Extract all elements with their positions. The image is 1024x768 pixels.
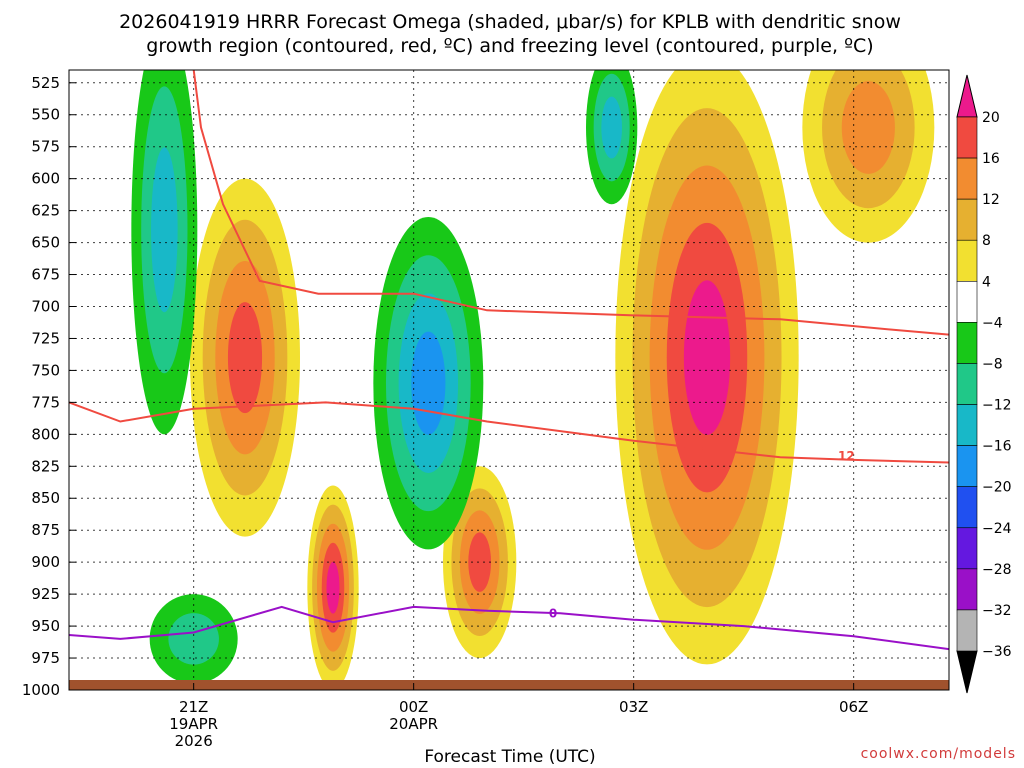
colorbar-label: 12 [982, 192, 1000, 208]
colorbar-label: 20 [982, 110, 1000, 126]
freezing-level-label: 0 [549, 606, 557, 620]
y-tick-label: 700 [31, 297, 60, 315]
y-tick-label: 575 [31, 138, 60, 156]
y-tick-label: 1000 [22, 681, 60, 699]
ground-surface [69, 680, 949, 690]
y-tick-label: 675 [31, 266, 60, 284]
y-tick-label: 725 [31, 329, 60, 347]
colorbar-band [956, 486, 978, 529]
y-tick-label: 525 [31, 74, 60, 92]
freezing-level-contour [69, 605, 949, 651]
omega-contour-1-4 [326, 561, 340, 614]
y-tick-label: 850 [31, 489, 60, 507]
omega-contour-10-0 [1019, 281, 1024, 690]
y-tick-label: 900 [31, 553, 60, 571]
colorbar-label: 16 [982, 151, 1000, 167]
colorbar-band [956, 281, 978, 323]
x-tick-label: 21Z [179, 698, 208, 716]
y-tick-label: 600 [31, 170, 60, 188]
omega-contour-12-1 [168, 613, 219, 665]
colorbar-band [956, 363, 978, 405]
y-tick-label: 750 [31, 361, 60, 379]
y-tick-label: 650 [31, 234, 60, 252]
y-tick-label: 975 [31, 649, 60, 667]
colorbar-band [956, 445, 978, 487]
omega-contour-2-3 [468, 532, 492, 592]
omega-contour-9-2 [601, 96, 623, 159]
colorbar-label: −28 [982, 562, 1012, 578]
colorbar-band [956, 322, 978, 364]
x-tick-label: 00Z [399, 698, 428, 716]
dgz-contour-label: 12 [838, 449, 855, 463]
colorbar-top-arrow [956, 74, 978, 118]
colorbar-label: −12 [982, 398, 1012, 414]
chart-title-line-2: growth region (contoured, red, ºC) and f… [146, 35, 873, 57]
y-tick-label: 925 [31, 585, 60, 603]
omega-contour-0-3 [227, 302, 263, 414]
x-tick-label: 20APR [389, 715, 438, 733]
colorbar-band [956, 198, 978, 241]
colorbar-band [956, 609, 978, 652]
x-tick-label: 06Z [839, 698, 868, 716]
y-tick-label: 625 [31, 202, 60, 220]
y-tick-label: 825 [31, 457, 60, 475]
y-tick-label: 875 [31, 521, 60, 539]
y-tick-label: 950 [31, 617, 60, 635]
y-tick-label: 800 [31, 425, 60, 443]
colorbar-band [956, 157, 978, 200]
y-tick-label: 775 [31, 393, 60, 411]
colorbar-band [956, 116, 978, 159]
chart-title-line-1: 2026041919 HRRR Forecast Omega (shaded, … [119, 11, 901, 33]
dgz-contour-1 [69, 401, 949, 464]
colorbar-label: −16 [982, 439, 1012, 455]
colorbar-label: 4 [982, 274, 991, 290]
watermark: coolwx.com/models [861, 746, 1016, 762]
plot-area: 12 0 [69, 70, 1024, 690]
omega-contour-8-3 [411, 331, 446, 435]
colorbar-label: −20 [982, 480, 1012, 496]
dgz-contour-0 [192, 70, 949, 336]
omega-contour-4-2 [841, 81, 895, 174]
colorbar: 20 16 12 8 4 −4 −8 −12 −16 −20 −24 −28 −32 −36 [956, 74, 1012, 694]
colorbar-band [956, 239, 978, 282]
colorbar-label: −8 [982, 356, 1003, 372]
colorbar-label: −24 [982, 521, 1012, 537]
y-tick-label: 550 [31, 106, 60, 124]
x-axis-label: Forecast Time (UTC) [424, 747, 595, 767]
colorbar-label: −32 [982, 603, 1012, 619]
x-tick-label: 19APR [169, 715, 218, 733]
colorbar-band [956, 404, 978, 446]
colorbar-label: −36 [982, 644, 1012, 660]
colorbar-band [956, 527, 978, 570]
omega-contour-3-4 [683, 280, 731, 436]
x-tick-label: 03Z [619, 698, 648, 716]
colorbar-bottom-arrow [956, 650, 978, 694]
omega-contour-7-2 [151, 147, 178, 313]
colorbar-label: 8 [982, 233, 991, 249]
colorbar-label: −4 [982, 315, 1003, 331]
x-tick-label: 2026 [175, 732, 213, 750]
colorbar-band [956, 568, 978, 611]
